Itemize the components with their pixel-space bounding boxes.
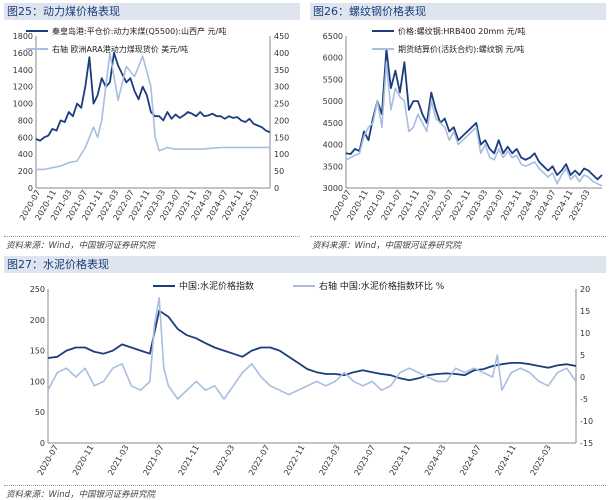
legend-label: 价格:螺纹钢:HRB400 20mm 元/吨 <box>398 26 525 36</box>
y2-tick-label: 50 <box>274 167 284 176</box>
y2-tick-label: 5 <box>580 351 585 360</box>
x-tick-label: 2023-03 <box>317 444 342 477</box>
y-tick-label: 200 <box>18 167 33 176</box>
figure-27-source: 资料来源：Wind，中国银河证券研究院 <box>6 490 156 500</box>
y2-tick-label: 20 <box>580 285 590 294</box>
y-tick-label: 3000 <box>323 184 343 193</box>
coal-price-chart: 0 200 400 600 800 1000 1200 1400 1600 1800 0 50 100 1… <box>13 26 290 222</box>
legend-label: 右轴 中国:水泥价格指数环比 % <box>319 280 445 292</box>
series-line-primary <box>47 309 577 382</box>
y-tick-label: 600 <box>18 133 33 142</box>
x-tick-label: 2025-03 <box>529 444 554 477</box>
y2-tick-label: 450 <box>274 32 289 41</box>
y-tick-label: 4000 <box>323 141 343 150</box>
x-tick-label: 2021-03 <box>106 444 131 477</box>
y-tick-label: 800 <box>18 116 33 125</box>
legend-label: 秦皇岛港:平仓价:动力末煤(Q5500):山西产 元/吨 <box>52 26 226 36</box>
y2-tick-label: -5 <box>580 395 588 404</box>
y-tick-label: 1600 <box>13 49 33 58</box>
y-tick-label: 1800 <box>13 32 33 41</box>
y2-tick-label: 250 <box>274 100 289 109</box>
y-tick-label: 0 <box>28 184 33 193</box>
y-tick-label: 0 <box>40 439 45 448</box>
y2-tick-label: 400 <box>274 49 289 58</box>
x-tick-label: 2023-11 <box>388 444 413 477</box>
y2-tick-label: 100 <box>274 150 289 159</box>
y-tick-label: 200 <box>30 316 45 325</box>
y-tick-label: 1400 <box>13 66 33 75</box>
y2-tick-label: 200 <box>274 116 289 125</box>
y-tick-label: 6000 <box>323 54 343 63</box>
figure-27-header: 图27：水泥价格表现 <box>4 256 606 273</box>
y-tick-label: 5000 <box>323 97 343 106</box>
series-line-secondary <box>345 61 603 187</box>
y2-tick-label: 350 <box>274 66 289 75</box>
y-tick-label: 1000 <box>13 100 33 109</box>
x-tick-label: 2022-03 <box>212 444 237 477</box>
x-tick-label: 2024-07 <box>458 444 483 477</box>
x-tick-label: 2022-11 <box>282 444 307 477</box>
legend-label: 中国:水泥价格指数 <box>179 280 254 292</box>
y2-tick-label: -15 <box>580 439 593 448</box>
legend-label: 期货结算价(活跃合约):螺纹钢 元/吨 <box>398 44 524 54</box>
y-tick-label: 6500 <box>323 32 343 41</box>
y-tick-label: 250 <box>30 285 45 294</box>
series-line-primary <box>345 48 603 181</box>
figure-25-source: 资料来源：Wind，中国银河证券研究院 <box>6 241 156 251</box>
divider <box>310 236 606 237</box>
y-tick-label: 50 <box>35 408 45 417</box>
y2-tick-label: -10 <box>580 417 593 426</box>
y2-tick-label: 15 <box>580 307 590 316</box>
series-line-secondary <box>36 52 270 171</box>
rebar-price-chart: 300035004000450050005500600065002020-072… <box>323 26 603 222</box>
cement-price-chart: 0 50 100 150 200 250 -15 -10 -5 0 5 10 15 20 2020-07 20… <box>30 280 593 477</box>
x-tick-label: 2024-11 <box>493 444 518 477</box>
y2-tick-label: 300 <box>274 83 289 92</box>
x-tick-label: 2020-07 <box>36 444 61 477</box>
figure-26-source: 资料来源：Wind，中国银河证券研究院 <box>312 241 462 251</box>
x-tick-label: 2024-03 <box>423 444 448 477</box>
y2-tick-label: 10 <box>580 329 590 338</box>
divider <box>4 236 300 237</box>
y-tick-label: 1200 <box>13 83 33 92</box>
y2-tick-label: 0 <box>580 373 585 382</box>
x-tick-label: 2022-07 <box>247 444 272 477</box>
x-tick-label: 2021-07 <box>141 444 166 477</box>
figure-26-header: 图26：螺纹钢价格表现 <box>310 3 606 20</box>
series-line-primary <box>35 51 271 142</box>
series-line-secondary <box>47 296 577 400</box>
y-tick-label: 400 <box>18 150 33 159</box>
y2-tick-label: 0 <box>274 184 279 193</box>
y-tick-label: 5500 <box>323 75 343 84</box>
x-tick-label: 2021-11 <box>177 444 202 477</box>
y-tick-label: 150 <box>30 347 45 356</box>
y-tick-label: 3500 <box>323 162 343 171</box>
x-tick-label: 2020-11 <box>71 444 96 477</box>
divider <box>4 485 606 486</box>
y-tick-label: 4500 <box>323 119 343 128</box>
y-tick-label: 100 <box>30 377 45 386</box>
y2-tick-label: 150 <box>274 133 289 142</box>
legend-label: 右轴 欧洲ARA港动力煤现货价 美元/吨 <box>52 44 188 54</box>
x-tick-label: 2023-07 <box>353 444 378 477</box>
figure-25-header: 图25：动力煤价格表现 <box>4 3 300 20</box>
